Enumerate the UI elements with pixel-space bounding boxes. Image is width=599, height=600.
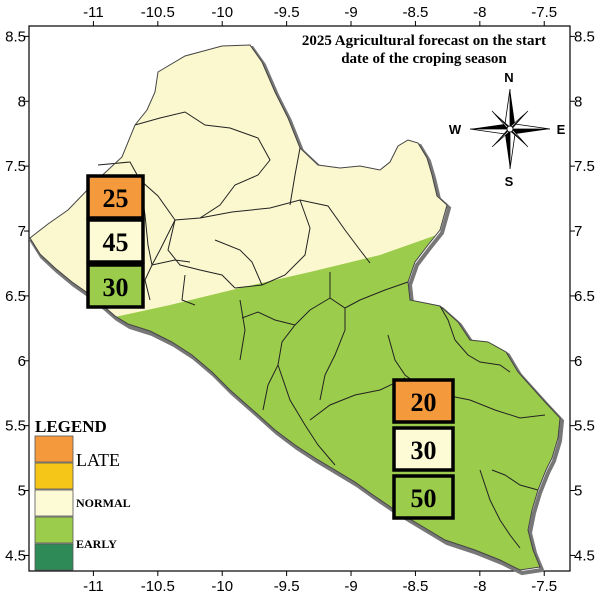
x-tick-label-top: -8 — [473, 4, 486, 21]
y-tick-label-right: 5.5 — [574, 418, 595, 435]
x-tick-label-bottom: -7.5 — [531, 578, 557, 595]
x-tick-label-top: -7.5 — [531, 4, 557, 21]
axis-ticks: -11 -11 -10.5 -10.5 -10 -10 -9.5 -9.5 -9 -9 -8.5 -8… — [5, 4, 595, 595]
y-tick-label-right: 7.5 — [574, 158, 595, 175]
zone-south-probabilities: 20 30 50 — [392, 378, 455, 520]
y-tick-label-left: 8 — [18, 93, 26, 110]
x-tick-label-top: -9 — [344, 4, 357, 21]
y-tick-label-left: 8.5 — [5, 28, 26, 45]
y-tick-label-left: 7.5 — [5, 158, 26, 175]
compass-rose-icon — [469, 88, 551, 170]
country-outline — [29, 44, 561, 571]
north-late-value: 25 — [103, 184, 129, 213]
map-title-line2: date of the croping season — [341, 51, 507, 67]
x-tick-label-top: -10.5 — [141, 4, 175, 21]
south-early-box — [392, 474, 455, 520]
x-tick-label-bottom: -8.5 — [402, 578, 428, 595]
y-tick-label-left: 4.5 — [5, 547, 26, 564]
legend-label-normal: NORMAL — [76, 496, 131, 510]
legend-swatch — [34, 543, 74, 571]
zone-north-probabilities: 25 45 30 — [86, 174, 145, 309]
y-tick-label-right: 8.5 — [574, 28, 595, 45]
x-tick-label-bottom: -9 — [344, 578, 357, 595]
legend: LEGEND LATE NORMAL EARLY — [34, 417, 131, 571]
x-tick-label-top: -9.5 — [274, 4, 300, 21]
x-tick-label-bottom: -8 — [473, 578, 486, 595]
legend-label-early: EARLY — [76, 537, 117, 551]
north-normal-box — [86, 218, 145, 264]
y-tick-label-left: 5 — [18, 483, 26, 500]
south-late-box — [392, 378, 455, 424]
x-tick-label-bottom: -10.5 — [141, 578, 175, 595]
y-tick-label-right: 6.5 — [574, 288, 595, 305]
x-tick-label-bottom: -10 — [211, 578, 233, 595]
south-late-value: 20 — [411, 388, 437, 417]
x-tick-label-top: -8.5 — [402, 4, 428, 21]
y-tick-label-right: 7 — [574, 223, 582, 240]
compass-e-label: E — [557, 122, 566, 137]
north-late-box — [86, 174, 145, 220]
y-tick-label-right: 5 — [574, 483, 582, 500]
y-tick-label-right: 4.5 — [574, 547, 595, 564]
south-normal-value: 30 — [411, 436, 437, 465]
legend-label-late: LATE — [76, 450, 120, 470]
y-tick-label-left: 7 — [18, 223, 26, 240]
y-tick-label-right: 6 — [574, 353, 582, 370]
compass-s-label: S — [505, 174, 514, 189]
legend-swatch — [34, 462, 74, 490]
y-tick-label-left: 6.5 — [5, 288, 26, 305]
south-early-value: 50 — [411, 484, 437, 513]
y-tick-label-left: 6 — [18, 353, 26, 370]
north-normal-value: 45 — [103, 228, 129, 257]
north-early-box — [86, 263, 145, 309]
legend-title: LEGEND — [35, 417, 107, 436]
legend-swatch — [34, 516, 74, 544]
x-tick-label-top: -10 — [211, 4, 233, 21]
legend-swatch — [34, 435, 74, 463]
map-title-line1: 2025 Agricultural forecast on the start — [302, 33, 546, 49]
north-early-value: 30 — [103, 273, 129, 302]
compass-w-label: W — [449, 122, 462, 137]
y-tick-label-right: 8 — [574, 93, 582, 110]
compass-n-label: N — [504, 70, 513, 85]
south-normal-box — [392, 426, 455, 472]
y-tick-label-left: 5.5 — [5, 418, 26, 435]
legend-swatch — [34, 489, 74, 517]
x-tick-label-bottom: -9.5 — [274, 578, 300, 595]
x-tick-label-bottom: -11 — [83, 578, 104, 595]
x-tick-label-top: -11 — [83, 4, 104, 21]
